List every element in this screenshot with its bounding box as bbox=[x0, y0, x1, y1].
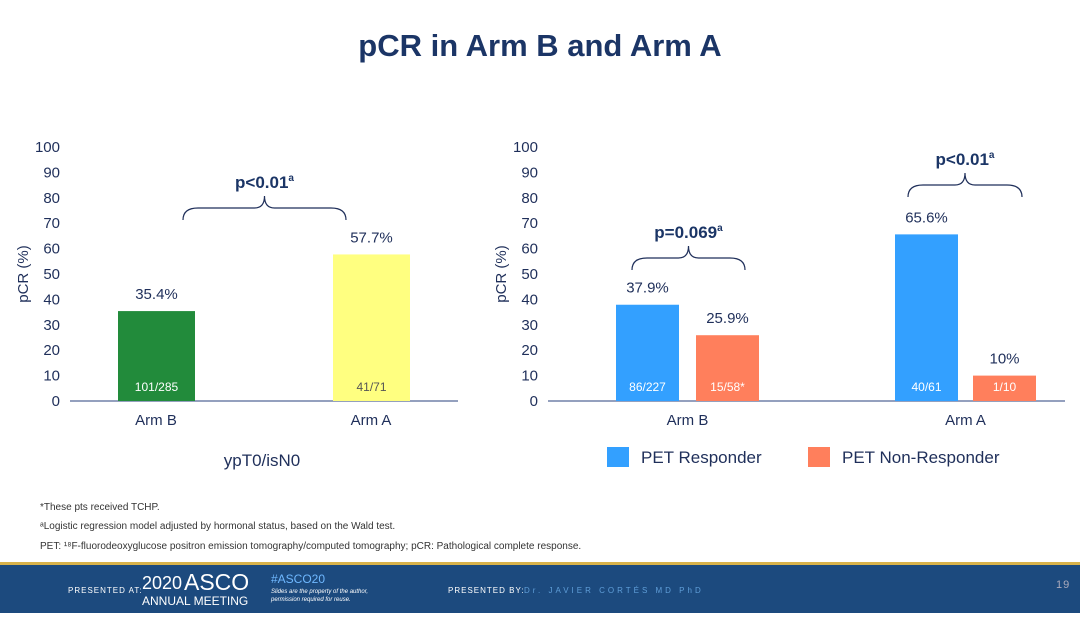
bar bbox=[616, 304, 679, 401]
p-value-annotation: p<0.01a bbox=[235, 173, 294, 192]
p-value-annotation: p<0.01a bbox=[936, 150, 995, 169]
y-tick-label: 10 bbox=[521, 368, 538, 385]
logo-year: 2020 bbox=[142, 573, 183, 593]
value-label: 65.6% bbox=[905, 209, 948, 226]
slide-title: pCR in Arm B and Arm A bbox=[358, 28, 722, 63]
bar-count-label: 40/61 bbox=[911, 380, 941, 394]
y-tick-label: 50 bbox=[43, 266, 60, 283]
footnote-2: ᵃLogistic regression model adjusted by h… bbox=[40, 521, 396, 532]
bar bbox=[333, 254, 410, 401]
y-tick-label: 70 bbox=[521, 215, 538, 232]
presented-by-label: PRESENTED BY: bbox=[448, 586, 525, 595]
y-tick-label: 90 bbox=[43, 164, 60, 181]
significance-brace bbox=[182, 195, 347, 221]
bar bbox=[973, 375, 1036, 401]
page-number: 19 bbox=[1056, 579, 1071, 591]
presenter-name: Dr. JAVIER CORTÉS MD PhD bbox=[524, 586, 704, 595]
hashtag: #ASCO20 bbox=[271, 572, 326, 586]
bar bbox=[118, 311, 195, 401]
disclaimer-1: Slides are the property of the author, bbox=[271, 589, 369, 595]
y-tick-label: 50 bbox=[521, 266, 538, 283]
bar bbox=[696, 335, 759, 401]
y-tick-label: 10 bbox=[43, 368, 60, 385]
bar-count-label: 86/227 bbox=[629, 380, 666, 394]
x-tick-label: Arm B bbox=[667, 412, 709, 429]
footnote-3: PET: ¹⁸F-fluorodeoxyglucose positron emi… bbox=[40, 541, 582, 552]
x-tick-label: Arm B bbox=[135, 412, 177, 429]
logo-meeting: ANNUAL MEETING bbox=[142, 594, 249, 608]
y-tick-label: 20 bbox=[521, 342, 538, 359]
value-label: 57.7% bbox=[350, 229, 393, 246]
legend-swatch bbox=[607, 447, 629, 467]
bar bbox=[895, 234, 958, 401]
y-tick-label: 80 bbox=[521, 190, 538, 207]
y-tick-label: 60 bbox=[43, 241, 60, 258]
value-label: 25.9% bbox=[706, 310, 749, 327]
legend-label: PET Non-Responder bbox=[842, 448, 1000, 467]
y-tick-label: 40 bbox=[43, 291, 60, 308]
y-tick-label: 0 bbox=[52, 393, 60, 410]
y-tick-label: 90 bbox=[521, 164, 538, 181]
significance-brace bbox=[907, 172, 1023, 198]
legend-swatch bbox=[808, 447, 830, 467]
p-value-annotation: p=0.069a bbox=[654, 223, 723, 242]
y-tick-label: 60 bbox=[521, 241, 538, 258]
bar-count-label: 1/10 bbox=[993, 380, 1017, 394]
y-tick-label: 30 bbox=[521, 317, 538, 334]
y-tick-label: 40 bbox=[521, 291, 538, 308]
x-tick-label: Arm A bbox=[351, 412, 392, 429]
value-label: 35.4% bbox=[135, 286, 178, 303]
legend-label: PET Responder bbox=[641, 448, 762, 467]
value-label: 10% bbox=[989, 351, 1019, 368]
y-tick-label: 20 bbox=[43, 342, 60, 359]
footnote-1: *These pts received TCHP. bbox=[40, 502, 160, 513]
logo-asco: ASCO bbox=[184, 569, 250, 595]
y-tick-label: 70 bbox=[43, 215, 60, 232]
y-tick-label: 100 bbox=[513, 139, 538, 156]
y-tick-label: 80 bbox=[43, 190, 60, 207]
presented-at-label: PRESENTED AT: bbox=[68, 586, 143, 595]
y-axis-title: pCR (%) bbox=[493, 245, 510, 303]
y-tick-label: 30 bbox=[43, 317, 60, 334]
y-axis-title: pCR (%) bbox=[15, 245, 32, 303]
y-tick-label: 100 bbox=[35, 139, 60, 156]
bar-count-label: 15/58* bbox=[710, 380, 745, 394]
x-axis-title: ypT0/isN0 bbox=[224, 451, 301, 470]
disclaimer-2: permission required for reuse. bbox=[271, 597, 351, 603]
y-tick-label: 0 bbox=[530, 393, 538, 410]
x-tick-label: Arm A bbox=[945, 412, 986, 429]
footer-banner: PRESENTED AT: 2020 ASCO ANNUAL MEETING #… bbox=[0, 562, 1080, 613]
bar-count-label: 101/285 bbox=[135, 380, 179, 394]
value-label: 37.9% bbox=[626, 280, 669, 297]
bar-count-label: 41/71 bbox=[356, 380, 386, 394]
significance-brace bbox=[631, 245, 746, 271]
